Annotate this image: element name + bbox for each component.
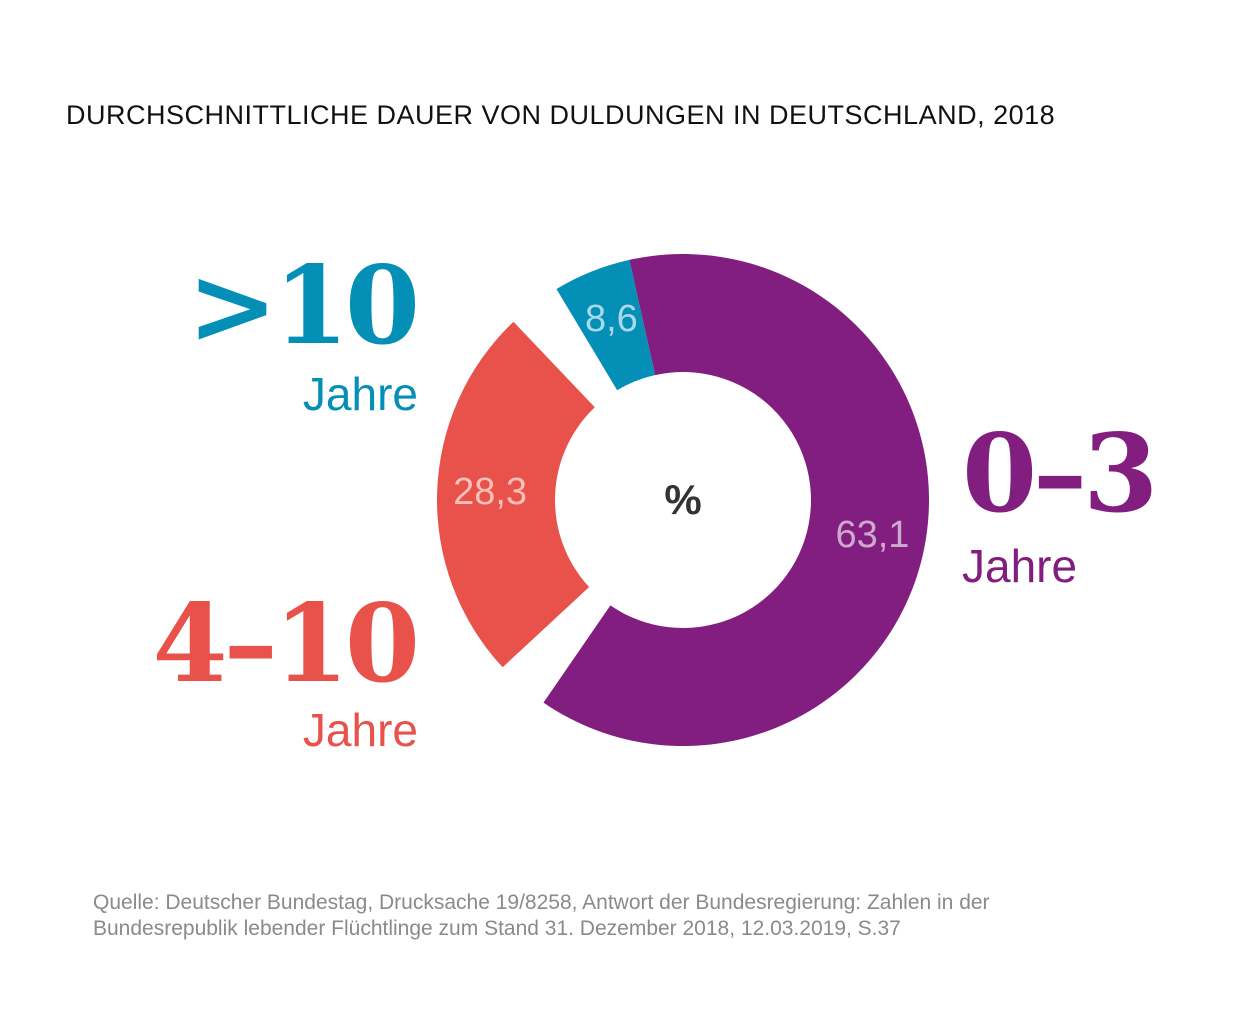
source-line-2: Bundesrepublik lebender Flüchtlinge zum … — [93, 917, 901, 940]
source-line-1: Quelle: Deutscher Bundestag, Drucksache … — [93, 891, 990, 914]
chart-title: DURCHSCHNITTLICHE DAUER VON DULDUNGEN IN… — [66, 100, 1056, 130]
value-label-0-3: 63,1 — [835, 514, 909, 556]
value-label-4-10: 28,3 — [453, 471, 527, 513]
category-unit-gt10: Jahre — [302, 368, 418, 420]
category-label-4-10: 4–10 — [152, 581, 420, 707]
slice-gt10-jahre — [556, 259, 656, 391]
category-unit-0-3: Jahre — [962, 540, 1078, 592]
category-label-0-3: 0–3 — [962, 411, 1158, 537]
category-unit-4-10: Jahre — [302, 704, 418, 756]
center-unit-label: % — [664, 476, 701, 523]
source-note: Quelle: Deutscher Bundestag, Drucksache … — [93, 890, 1173, 942]
category-label-gt10: >10 — [187, 243, 420, 369]
slice-0-3-jahre — [543, 253, 929, 747]
value-label-gt10: 8,6 — [585, 298, 638, 340]
slice-4-10-jahre — [437, 321, 595, 668]
